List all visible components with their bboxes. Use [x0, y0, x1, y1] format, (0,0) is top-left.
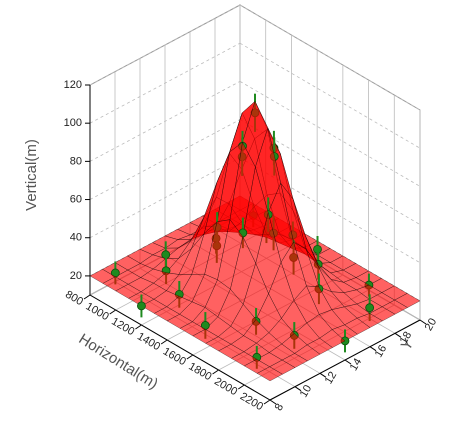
surface-patch	[256, 366, 283, 382]
grid-line	[239, 81, 421, 187]
grid-line	[89, 119, 241, 200]
x-tick-label: 2000	[212, 375, 239, 398]
grid-line	[89, 4, 241, 86]
y-tick	[394, 332, 402, 338]
grid-line	[239, 157, 421, 264]
y-tick-label: 8	[273, 402, 286, 413]
x-tick-label: 1200	[109, 315, 136, 338]
x-tick	[109, 309, 116, 315]
axis-line	[89, 294, 271, 401]
y-tick	[294, 386, 302, 392]
z-axis-title: Vertical(m)	[23, 139, 40, 211]
x-tick-label: 1000	[84, 300, 111, 323]
z-tick-label: 40	[70, 232, 82, 244]
x-tick	[263, 399, 271, 405]
data-point	[365, 303, 375, 313]
grid-line	[239, 119, 421, 225]
grid-line	[89, 81, 241, 162]
x-tick	[238, 384, 245, 390]
y-tick-label: 14	[348, 356, 365, 373]
x-tick	[135, 324, 142, 330]
x-tick-label: 1800	[186, 360, 213, 383]
x-tick	[160, 339, 168, 345]
grid-line	[239, 42, 421, 149]
z-tick-label: 120	[64, 79, 82, 91]
y-tick	[344, 359, 352, 365]
x-tick	[186, 354, 194, 360]
x-tick-label: 2200	[238, 390, 265, 413]
z-tick-label: 60	[70, 193, 82, 205]
y-tick	[369, 346, 377, 352]
y-tick-label: 20	[423, 316, 440, 333]
y-tick	[419, 319, 427, 325]
grid-line	[89, 42, 241, 124]
z-tick-label: 100	[64, 117, 82, 129]
x-tick	[83, 294, 91, 300]
x-tick-label: 800	[63, 289, 85, 309]
grid-line	[239, 4, 421, 111]
y-tick	[319, 372, 327, 378]
y-tick-label: 16	[373, 343, 390, 360]
data-point	[137, 301, 146, 311]
x-tick-label: 1400	[135, 330, 162, 353]
y-tick-label: 18	[398, 330, 415, 347]
axis-line	[269, 319, 421, 401]
z-tick-label: 80	[70, 155, 82, 167]
y-tick-label: 10	[298, 383, 315, 400]
x-tick	[212, 369, 219, 375]
y-tick-label: 12	[323, 370, 340, 387]
y-tick	[269, 399, 277, 405]
grid-line	[89, 157, 241, 239]
z-tick-label: 20	[70, 270, 82, 282]
x-tick-label: 1600	[161, 345, 188, 368]
